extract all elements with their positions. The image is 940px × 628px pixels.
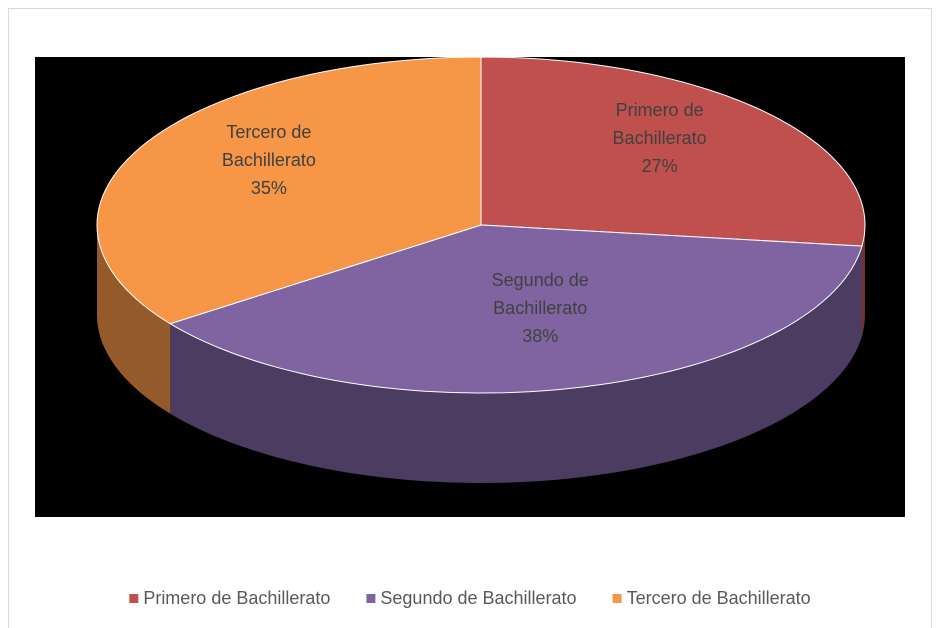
legend-label: Primero de Bachillerato bbox=[143, 588, 330, 608]
pie-slice bbox=[480, 56, 866, 247]
data-label-value: 35% bbox=[250, 177, 287, 198]
data-label-category: Tercero de Bachillerato bbox=[221, 121, 316, 170]
legend-label: Tercero de Bachillerato bbox=[627, 588, 811, 608]
pie-side bbox=[170, 246, 863, 483]
pie-slice bbox=[96, 56, 482, 325]
data-label-value: 38% bbox=[522, 325, 559, 346]
data-label-category: Primero de Bachillerato bbox=[612, 100, 707, 149]
legend-swatch bbox=[612, 594, 622, 603]
legend-swatch bbox=[366, 594, 376, 603]
pie-side bbox=[862, 225, 865, 337]
data-label-value: 27% bbox=[641, 156, 678, 177]
pie-side bbox=[97, 225, 171, 414]
legend-swatch bbox=[129, 594, 139, 603]
legend-label: Segundo de Bachillerato bbox=[380, 588, 576, 608]
data-label-category: Segundo de Bachillerato bbox=[491, 269, 589, 318]
pie-slice bbox=[169, 224, 863, 394]
